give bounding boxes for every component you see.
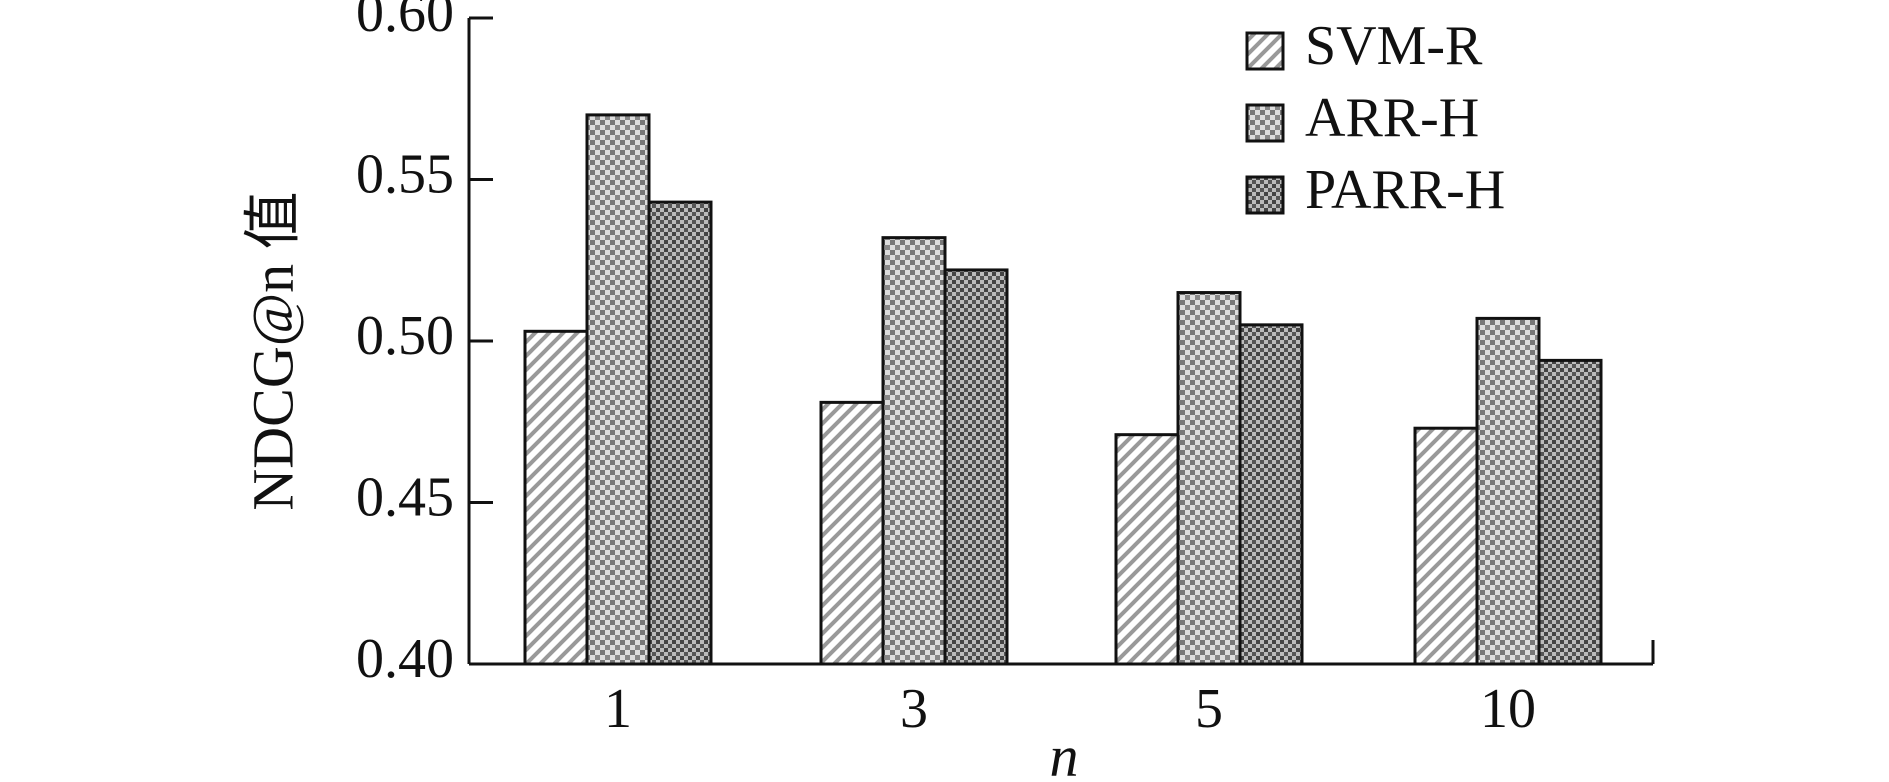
x-tick-label: 10 (1480, 678, 1536, 740)
bar (881, 236, 947, 666)
legend-label: PARR-H (1305, 159, 1505, 221)
bar (1537, 358, 1603, 666)
bar (1176, 291, 1242, 666)
legend-label: ARR-H (1305, 87, 1479, 149)
bar (647, 200, 713, 666)
y-tick-label: 0.40 (356, 628, 454, 690)
x-axis-label: n (1050, 723, 1079, 782)
y-axis-label: NDCG@n 值 (240, 191, 305, 510)
bar (819, 400, 885, 666)
x-tick-label: 1 (604, 678, 632, 740)
bar (523, 329, 589, 666)
bar (1475, 316, 1541, 666)
x-tick-label: 3 (900, 678, 928, 740)
bar (585, 113, 651, 666)
y-tick-label: 0.55 (356, 143, 454, 205)
bar (1238, 323, 1304, 666)
y-tick-label: 0.60 (356, 0, 454, 44)
bar (1114, 433, 1180, 666)
legend-swatch (1245, 175, 1285, 215)
y-tick-label: 0.50 (356, 305, 454, 367)
legend-swatch (1245, 31, 1285, 71)
legend-swatch (1245, 103, 1285, 143)
bar (943, 268, 1009, 666)
legend-label: SVM-R (1305, 15, 1483, 77)
y-tick-label: 0.45 (356, 466, 454, 528)
x-tick-label: 5 (1195, 678, 1223, 740)
bar (1413, 426, 1479, 666)
